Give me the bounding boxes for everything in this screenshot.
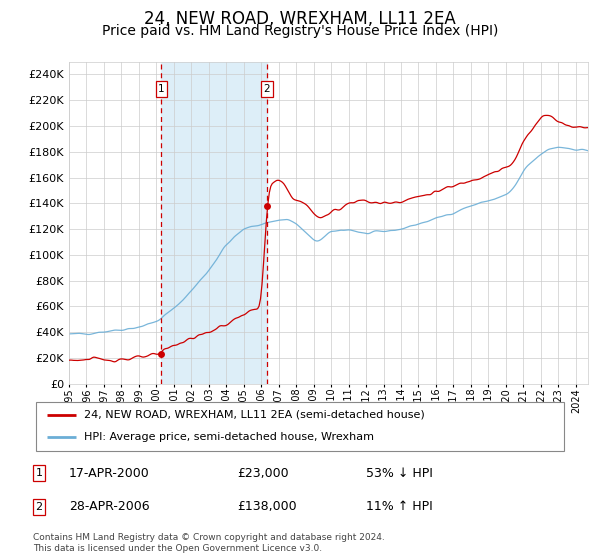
- Text: Price paid vs. HM Land Registry's House Price Index (HPI): Price paid vs. HM Land Registry's House …: [102, 24, 498, 38]
- Text: 17-APR-2000: 17-APR-2000: [69, 466, 150, 480]
- Text: £138,000: £138,000: [237, 500, 296, 514]
- Text: 1: 1: [35, 468, 43, 478]
- FancyBboxPatch shape: [36, 402, 564, 451]
- Text: 24, NEW ROAD, WREXHAM, LL11 2EA (semi-detached house): 24, NEW ROAD, WREXHAM, LL11 2EA (semi-de…: [83, 410, 424, 420]
- Text: 1: 1: [158, 84, 165, 94]
- Text: HPI: Average price, semi-detached house, Wrexham: HPI: Average price, semi-detached house,…: [83, 432, 374, 442]
- Text: 11% ↑ HPI: 11% ↑ HPI: [366, 500, 433, 514]
- Text: 53% ↓ HPI: 53% ↓ HPI: [366, 466, 433, 480]
- Bar: [161, 62, 267, 384]
- Text: £23,000: £23,000: [237, 466, 289, 480]
- Text: Contains HM Land Registry data © Crown copyright and database right 2024.
This d: Contains HM Land Registry data © Crown c…: [33, 533, 385, 553]
- Text: 24, NEW ROAD, WREXHAM, LL11 2EA: 24, NEW ROAD, WREXHAM, LL11 2EA: [144, 10, 456, 28]
- Text: 2: 2: [263, 84, 270, 94]
- Text: 28-APR-2006: 28-APR-2006: [69, 500, 149, 514]
- Text: 2: 2: [35, 502, 43, 512]
